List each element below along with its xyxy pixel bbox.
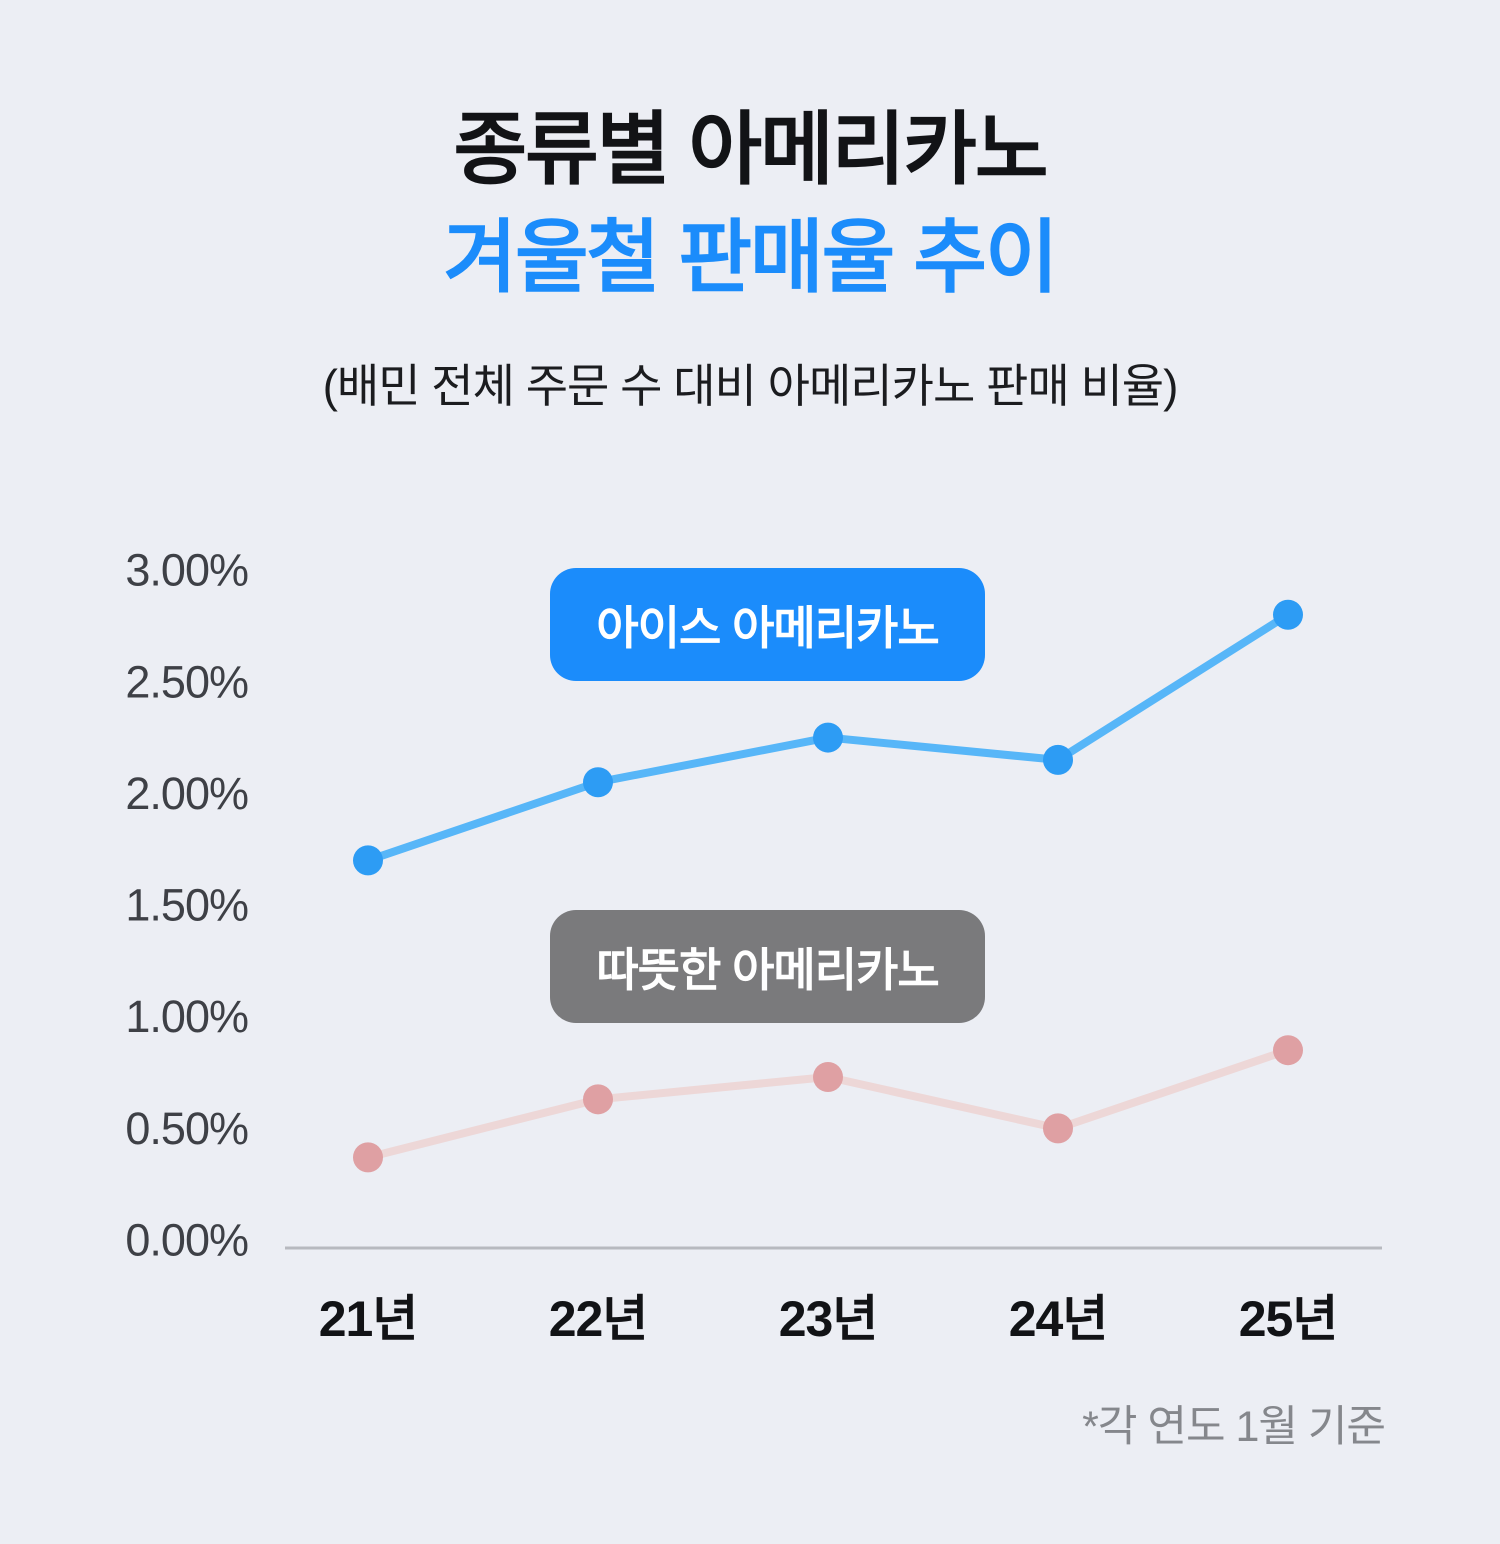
x-axis-category-label: 22년 <box>549 1291 648 1347</box>
data-point-1-0 <box>353 1142 383 1173</box>
x-axis-category-label: 23년 <box>779 1291 878 1347</box>
y-axis-tick-label: 0.50% <box>125 1103 248 1154</box>
page-title-accent: 겨울철 판매율 추이 <box>443 213 1058 302</box>
legend-bubble-ice-americano: 아이스 아메리카노 <box>550 568 985 681</box>
legend-bubble-hot-americano: 따뜻한 아메리카노 <box>550 910 985 1023</box>
y-axis-tick-label: 0.00% <box>125 1215 248 1266</box>
y-axis-tick-label: 3.00% <box>125 545 248 596</box>
y-axis-tick-label: 1.50% <box>125 880 248 931</box>
footnote: *각 연도 1월 기준 <box>1082 1403 1386 1451</box>
data-point-0-2 <box>813 722 843 753</box>
data-point-1-1 <box>583 1084 613 1115</box>
data-point-0-1 <box>583 767 613 798</box>
x-axis-category-label: 24년 <box>1009 1291 1108 1347</box>
data-point-0-3 <box>1043 744 1073 775</box>
data-point-0-0 <box>353 845 383 876</box>
x-axis-category-label: 25년 <box>1239 1291 1338 1347</box>
x-axis-category-label: 21년 <box>319 1291 418 1347</box>
legend-label-hot: 따뜻한 아메리카노 <box>596 943 939 996</box>
page-title: 종류별 아메리카노 <box>453 105 1048 194</box>
data-point-1-4 <box>1273 1035 1303 1066</box>
legend-label-ice: 아이스 아메리카노 <box>596 601 939 654</box>
data-point-1-3 <box>1043 1113 1073 1144</box>
y-axis-tick-label: 2.50% <box>125 656 248 707</box>
y-axis-tick-label: 2.00% <box>125 768 248 819</box>
data-point-0-4 <box>1273 599 1303 630</box>
chart-subtitle: (배민 전체 주문 수 대비 아메리카노 판매 비율) <box>322 360 1179 412</box>
y-axis-tick-label: 1.00% <box>125 991 248 1042</box>
data-point-1-2 <box>813 1061 843 1092</box>
chart-header: 종류별 아메리카노 겨울철 판매율 추이 (배민 전체 주문 수 대비 아메리카… <box>0 100 1500 416</box>
